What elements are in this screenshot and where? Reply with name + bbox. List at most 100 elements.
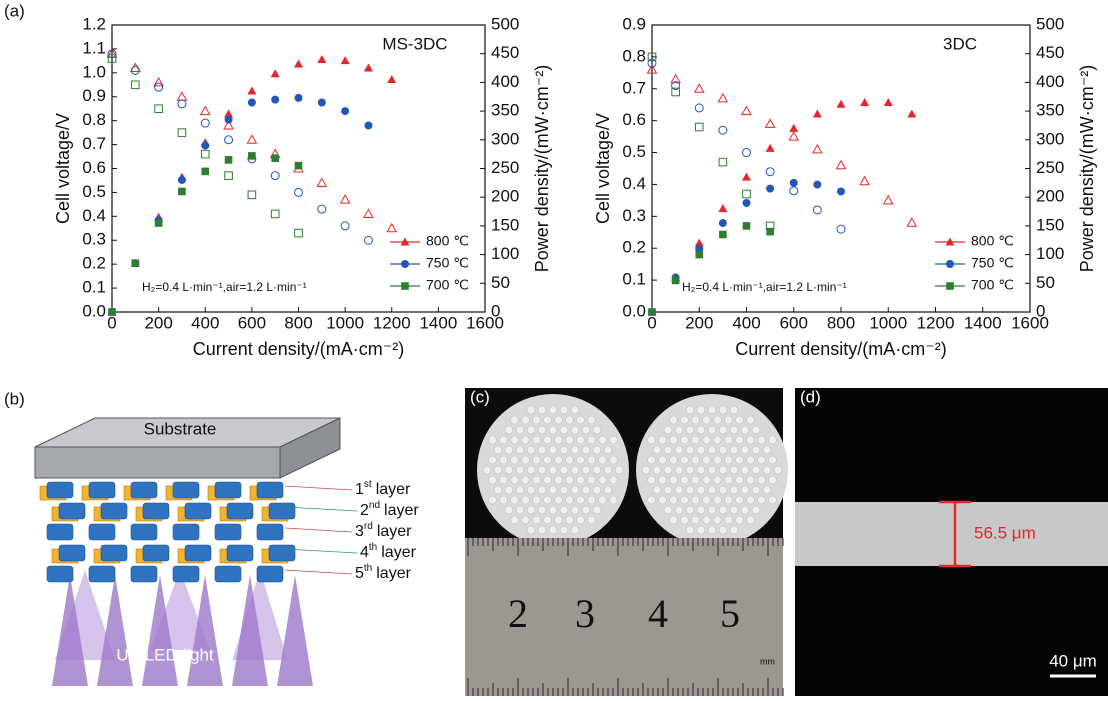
annotation: H₂=0.4 L·min⁻¹,air=1.2 L·min⁻¹	[142, 280, 307, 294]
disc-pore	[544, 436, 552, 444]
disc-pore	[730, 506, 738, 514]
disc-pore	[538, 426, 546, 434]
disc-pore	[527, 526, 535, 534]
marker	[248, 98, 256, 106]
disc-pore	[549, 506, 557, 514]
disc-pore	[769, 496, 777, 504]
marker	[766, 119, 775, 127]
disc-pore	[582, 426, 590, 434]
disc-pore	[692, 476, 700, 484]
disc-pore	[560, 466, 568, 474]
disc-pore	[511, 456, 519, 464]
disc-pore	[505, 506, 513, 514]
disc-pore	[758, 476, 766, 484]
disc-pore	[763, 466, 771, 474]
layer-label-part: 3	[355, 523, 364, 540]
y-tick-label: 0.5	[622, 142, 646, 161]
marker	[201, 107, 210, 115]
y2-tick-label: 150	[1036, 215, 1064, 234]
disc-pore	[719, 526, 727, 534]
disc-pore	[769, 436, 777, 444]
layer-pointer	[285, 507, 357, 511]
layer-label-part: th	[364, 563, 372, 574]
marker	[271, 210, 279, 218]
blue-pillar	[101, 503, 127, 519]
disc-pore	[522, 416, 530, 424]
disc-pore	[610, 456, 618, 464]
layer-label-part: th	[369, 542, 377, 553]
disc-pore	[692, 496, 700, 504]
legend-marker	[401, 260, 409, 268]
disc-pore	[527, 426, 535, 434]
disc-pore	[714, 496, 722, 504]
disc-pore	[560, 486, 568, 494]
legend-marker	[946, 260, 954, 268]
marker	[813, 181, 821, 189]
disc-pore	[538, 526, 546, 534]
disc-pore	[681, 456, 689, 464]
x-tick-label: 200	[144, 313, 172, 332]
blue-pillar	[143, 545, 169, 561]
disc-pore	[544, 416, 552, 424]
marker	[341, 107, 349, 115]
disc-pore	[741, 506, 749, 514]
blue-pillar	[227, 503, 253, 519]
disc-pore	[610, 496, 618, 504]
layer-label-part: layer	[376, 481, 411, 498]
x-axis-label: Current density/(mA·cm⁻²)	[193, 339, 405, 359]
layer-label-part: 5	[355, 565, 364, 582]
marker	[248, 152, 256, 160]
disc-pore	[522, 456, 530, 464]
disc-pore	[747, 436, 755, 444]
blue-pillar	[227, 545, 253, 561]
disc-pore	[675, 506, 683, 514]
layer-pointer	[285, 570, 352, 574]
blue-pillar	[89, 566, 115, 582]
chart-title: 3DC	[943, 34, 977, 53]
disc-pore	[741, 446, 749, 454]
disc-pore	[549, 466, 557, 474]
disc-pore	[769, 476, 777, 484]
disc-pore	[494, 486, 502, 494]
marker	[766, 185, 774, 193]
marker	[247, 135, 256, 143]
ruler-number: 2	[508, 591, 528, 636]
disc-pore	[692, 516, 700, 524]
disc-pore	[747, 496, 755, 504]
marker	[317, 178, 326, 186]
legend-label: 750 ℃	[426, 255, 469, 271]
marker	[364, 209, 373, 217]
disc-pore	[653, 446, 661, 454]
blue-pillar	[215, 524, 241, 540]
blue-pillar	[143, 503, 169, 519]
disc-pore	[588, 456, 596, 464]
disc-pore	[725, 416, 733, 424]
y-tick-label: 0.1	[82, 278, 106, 297]
legend-marker	[401, 282, 409, 290]
disc-pore	[752, 486, 760, 494]
disc-pore	[538, 486, 546, 494]
marker	[387, 224, 396, 232]
y2-axis-label: Power density/(mW·cm⁻²)	[1077, 65, 1097, 273]
disc-pore	[544, 456, 552, 464]
layer-label: 2ndlayer	[360, 500, 419, 520]
x-axis-label: Current density/(mA·cm⁻²)	[735, 339, 947, 359]
disc-pore	[686, 426, 694, 434]
disc-pore	[692, 416, 700, 424]
y-tick-label: 1.1	[82, 38, 106, 57]
disc-pore	[516, 426, 524, 434]
disc-pore	[582, 446, 590, 454]
disc-pore	[544, 476, 552, 484]
disc-pore	[670, 456, 678, 464]
marker	[743, 190, 751, 198]
layer-label-part: layer	[377, 523, 412, 540]
marker	[837, 100, 846, 108]
disc-pore	[599, 476, 607, 484]
disc-pore	[708, 486, 716, 494]
y2-tick-label: 350	[1036, 101, 1064, 120]
disc-pore	[719, 506, 727, 514]
disc-pore	[708, 446, 716, 454]
disc-pore	[577, 456, 585, 464]
blue-pillar	[173, 482, 199, 498]
disc-pore	[544, 496, 552, 504]
